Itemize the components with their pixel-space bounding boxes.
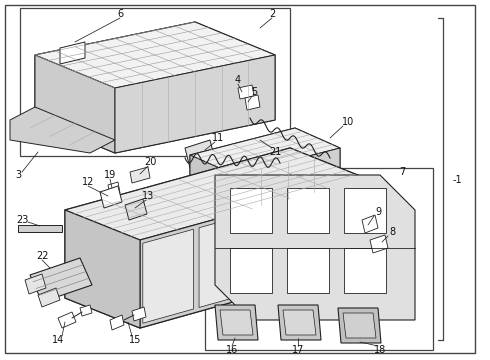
- Text: 16: 16: [226, 345, 238, 355]
- Polygon shape: [338, 308, 381, 343]
- Text: 6: 6: [117, 9, 123, 19]
- Polygon shape: [215, 175, 415, 320]
- Polygon shape: [35, 22, 275, 88]
- Polygon shape: [115, 55, 275, 153]
- Polygon shape: [65, 210, 140, 328]
- Text: 9: 9: [375, 207, 381, 217]
- Polygon shape: [278, 305, 321, 340]
- Polygon shape: [65, 148, 365, 328]
- Bar: [20, 8, 290, 156]
- Text: 7: 7: [399, 167, 405, 177]
- Text: -1: -1: [452, 175, 462, 185]
- Polygon shape: [199, 214, 250, 307]
- Text: 11: 11: [212, 133, 224, 143]
- Polygon shape: [220, 310, 253, 335]
- Polygon shape: [132, 307, 146, 321]
- Polygon shape: [255, 198, 306, 292]
- Text: 21: 21: [269, 147, 281, 157]
- Text: 17: 17: [292, 345, 304, 355]
- Polygon shape: [100, 186, 122, 208]
- Polygon shape: [190, 128, 340, 212]
- Polygon shape: [245, 95, 260, 110]
- Polygon shape: [190, 128, 340, 175]
- Text: 10: 10: [342, 117, 354, 127]
- Polygon shape: [25, 274, 46, 294]
- Text: 23: 23: [16, 215, 28, 225]
- Polygon shape: [130, 167, 150, 183]
- Text: 20: 20: [144, 157, 156, 167]
- Polygon shape: [190, 155, 235, 212]
- Polygon shape: [370, 235, 388, 253]
- Polygon shape: [10, 107, 115, 153]
- Polygon shape: [60, 42, 85, 64]
- Text: 18: 18: [374, 345, 386, 355]
- Text: 5: 5: [251, 87, 257, 97]
- Text: 19: 19: [104, 170, 116, 180]
- Polygon shape: [230, 248, 272, 293]
- Text: 3: 3: [15, 170, 21, 180]
- Polygon shape: [312, 183, 362, 276]
- Polygon shape: [287, 188, 329, 233]
- Polygon shape: [287, 248, 329, 293]
- Bar: [205, 168, 433, 350]
- Polygon shape: [215, 305, 258, 340]
- Polygon shape: [125, 199, 147, 220]
- Text: 15: 15: [129, 335, 141, 345]
- Polygon shape: [343, 313, 376, 338]
- Polygon shape: [143, 229, 194, 323]
- Text: 12: 12: [82, 177, 94, 187]
- Text: 4: 4: [235, 75, 241, 85]
- Polygon shape: [58, 312, 76, 328]
- Polygon shape: [362, 215, 378, 233]
- Polygon shape: [238, 85, 254, 99]
- Polygon shape: [110, 315, 124, 330]
- Polygon shape: [30, 258, 92, 302]
- Text: 14: 14: [52, 335, 64, 345]
- Polygon shape: [185, 140, 215, 168]
- Polygon shape: [230, 188, 272, 233]
- Text: 2: 2: [269, 9, 275, 19]
- Polygon shape: [140, 178, 365, 328]
- Polygon shape: [35, 22, 275, 153]
- Polygon shape: [65, 148, 365, 240]
- Polygon shape: [80, 305, 92, 316]
- Text: 8: 8: [389, 227, 395, 237]
- Polygon shape: [18, 225, 62, 232]
- Polygon shape: [108, 182, 120, 196]
- Polygon shape: [344, 188, 386, 233]
- Polygon shape: [38, 288, 60, 307]
- Text: 13: 13: [142, 191, 154, 201]
- Text: 22: 22: [36, 251, 48, 261]
- Polygon shape: [344, 248, 386, 293]
- Polygon shape: [35, 55, 115, 153]
- Polygon shape: [235, 148, 340, 212]
- Polygon shape: [283, 310, 316, 335]
